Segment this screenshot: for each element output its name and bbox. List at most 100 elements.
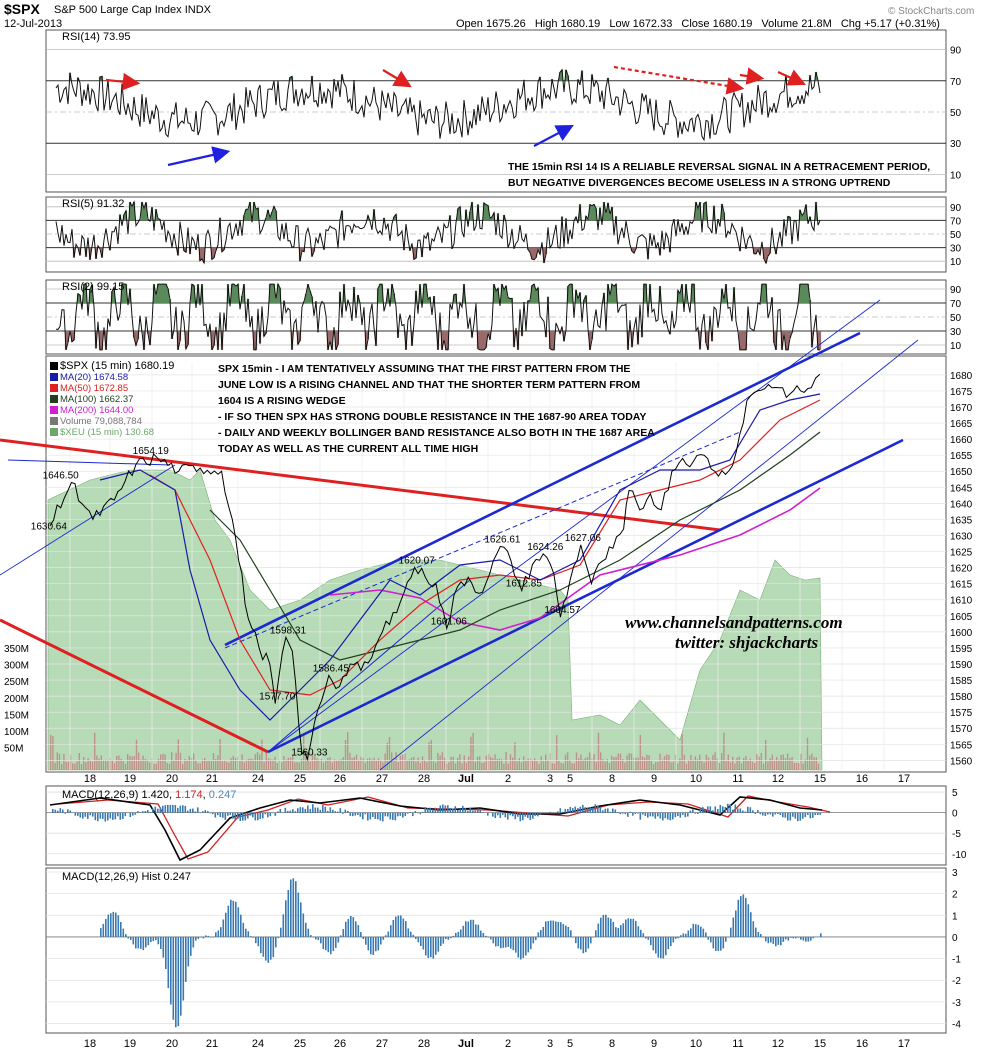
hist-bar <box>637 926 640 937</box>
price-tick-label: 1630 <box>950 531 973 542</box>
macd-bar <box>527 812 529 818</box>
hist-bar <box>692 923 695 937</box>
macd-bar <box>782 812 784 818</box>
volume-tick-label: 200M <box>4 694 29 705</box>
date-tick-label: 3 <box>547 1038 553 1050</box>
macd-bar <box>402 812 404 818</box>
volume-bar <box>439 755 441 770</box>
date-tick-label: 28 <box>418 773 430 785</box>
macd-bar <box>224 812 227 820</box>
macd-bar <box>287 810 289 813</box>
hist-bar <box>447 936 450 940</box>
volume-bar <box>789 758 791 770</box>
price-tick-label: 1560 <box>950 756 973 767</box>
volume-bar <box>382 762 384 770</box>
macd-bar <box>177 807 179 813</box>
volume-bar <box>96 755 98 770</box>
hist-bar <box>175 936 177 1028</box>
hist-bar <box>645 936 647 939</box>
macd-bar <box>727 803 729 813</box>
legend-swatch <box>50 417 58 425</box>
price-tick-label: 1665 <box>950 419 973 430</box>
divergence-arrow <box>533 124 574 147</box>
hist-bar <box>345 921 347 937</box>
hist-tick-label: -2 <box>952 976 961 987</box>
hist-tick-label: -3 <box>952 998 961 1009</box>
hist-tick-label: 2 <box>952 890 958 901</box>
macd-bar <box>314 807 317 813</box>
rsi-level-label: 70 <box>950 77 962 88</box>
hist-bar <box>155 936 157 941</box>
volume-bar <box>657 761 659 770</box>
hist-bar <box>750 912 752 937</box>
hist-bar <box>310 935 312 937</box>
hist-bar <box>740 896 742 937</box>
macd-bar <box>339 808 342 813</box>
volume-bar <box>567 752 569 770</box>
macd-bar <box>709 806 712 813</box>
volume-bar <box>182 763 184 770</box>
hist-bar <box>655 936 657 954</box>
hist-bar <box>307 928 310 937</box>
rsi-level-label: 10 <box>950 170 962 181</box>
hist-bar <box>117 915 120 937</box>
hist-bar <box>397 915 400 937</box>
volume-bar <box>157 758 160 770</box>
macd-bar <box>209 812 212 814</box>
macd-bar <box>189 808 192 813</box>
volume-bar <box>105 759 107 770</box>
volume-bar <box>767 761 769 770</box>
volume-bar <box>129 755 131 770</box>
volume-bar <box>102 760 105 770</box>
hist-bar <box>222 919 225 937</box>
macd-bar <box>377 812 379 820</box>
volume-bar <box>362 758 364 770</box>
macd-bar <box>247 812 249 819</box>
volume-bar <box>558 760 560 770</box>
volume-bar <box>94 732 96 770</box>
hist-bar <box>742 894 745 937</box>
macd-bar <box>682 812 684 815</box>
hist-bar <box>405 921 407 937</box>
hist-bar <box>445 936 447 940</box>
volume-bar <box>325 760 327 770</box>
macd-bar <box>289 810 292 813</box>
volume-bar <box>476 756 479 770</box>
volume-bar <box>360 756 362 770</box>
hist-bar <box>235 901 237 937</box>
hist-bar <box>297 892 300 937</box>
hist-bar <box>382 936 385 940</box>
macd-bar <box>659 812 662 819</box>
volume-bar <box>131 756 133 770</box>
hist-bar <box>192 936 195 948</box>
volume-bar <box>395 752 397 770</box>
hist-bar <box>327 936 330 953</box>
hist-bar <box>565 925 567 937</box>
date-tick-label: 19 <box>124 773 136 785</box>
hist-bar <box>440 936 442 946</box>
macd-bar <box>777 812 779 815</box>
hist-bar <box>727 936 730 938</box>
hist-bar <box>350 915 352 937</box>
macd-bar <box>302 807 304 813</box>
macd-bar <box>324 806 327 813</box>
macd-bar <box>369 812 372 820</box>
macd-bar <box>477 808 479 813</box>
macd-bar <box>694 812 697 814</box>
price-point-label: 1577.70 <box>259 691 296 702</box>
macd-bar <box>74 812 77 816</box>
volume-bar <box>492 758 494 770</box>
macd-bar <box>214 812 217 818</box>
volume-bar <box>545 754 547 770</box>
date-tick-label: 9 <box>651 1038 657 1050</box>
volume-bar <box>672 761 674 770</box>
volume-bar <box>580 754 582 770</box>
volume-tick-label: 350M <box>4 644 29 655</box>
volume-bar <box>435 762 437 770</box>
macd-bar <box>142 811 144 813</box>
price-tick-label: 1615 <box>950 580 973 591</box>
macd-bar <box>399 812 402 816</box>
hist-bar <box>385 935 387 937</box>
volume-bar <box>410 757 413 770</box>
macd-bar <box>154 806 157 813</box>
